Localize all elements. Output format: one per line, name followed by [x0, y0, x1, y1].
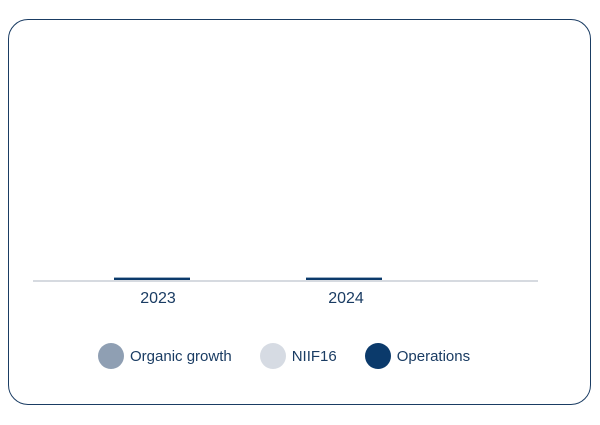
- legend-label-organic-growth: Organic growth: [130, 347, 232, 365]
- bar-operations-2024: [306, 277, 382, 280]
- legend-item-organic-growth: Organic growth: [98, 343, 232, 369]
- x-tick-label-2024: 2024: [328, 290, 364, 307]
- legend: Organic growth NIIF16 Operations: [98, 343, 498, 369]
- legend-label-niif16: NIIF16: [291, 347, 337, 365]
- legend-swatch-operations: [364, 343, 391, 369]
- x-tick-label-2023: 2023: [140, 290, 176, 307]
- bars-group: [114, 277, 382, 280]
- legend-swatch-organic-growth: [98, 343, 124, 369]
- legend-item-operations: Operations: [364, 343, 471, 369]
- legend-label-operations: Operations: [396, 347, 471, 365]
- legend-swatch-niif16: [259, 343, 286, 369]
- legend-item-niif16: NIIF16: [259, 343, 337, 369]
- bar-operations-2023: [114, 277, 190, 280]
- chart-card: [8, 19, 591, 405]
